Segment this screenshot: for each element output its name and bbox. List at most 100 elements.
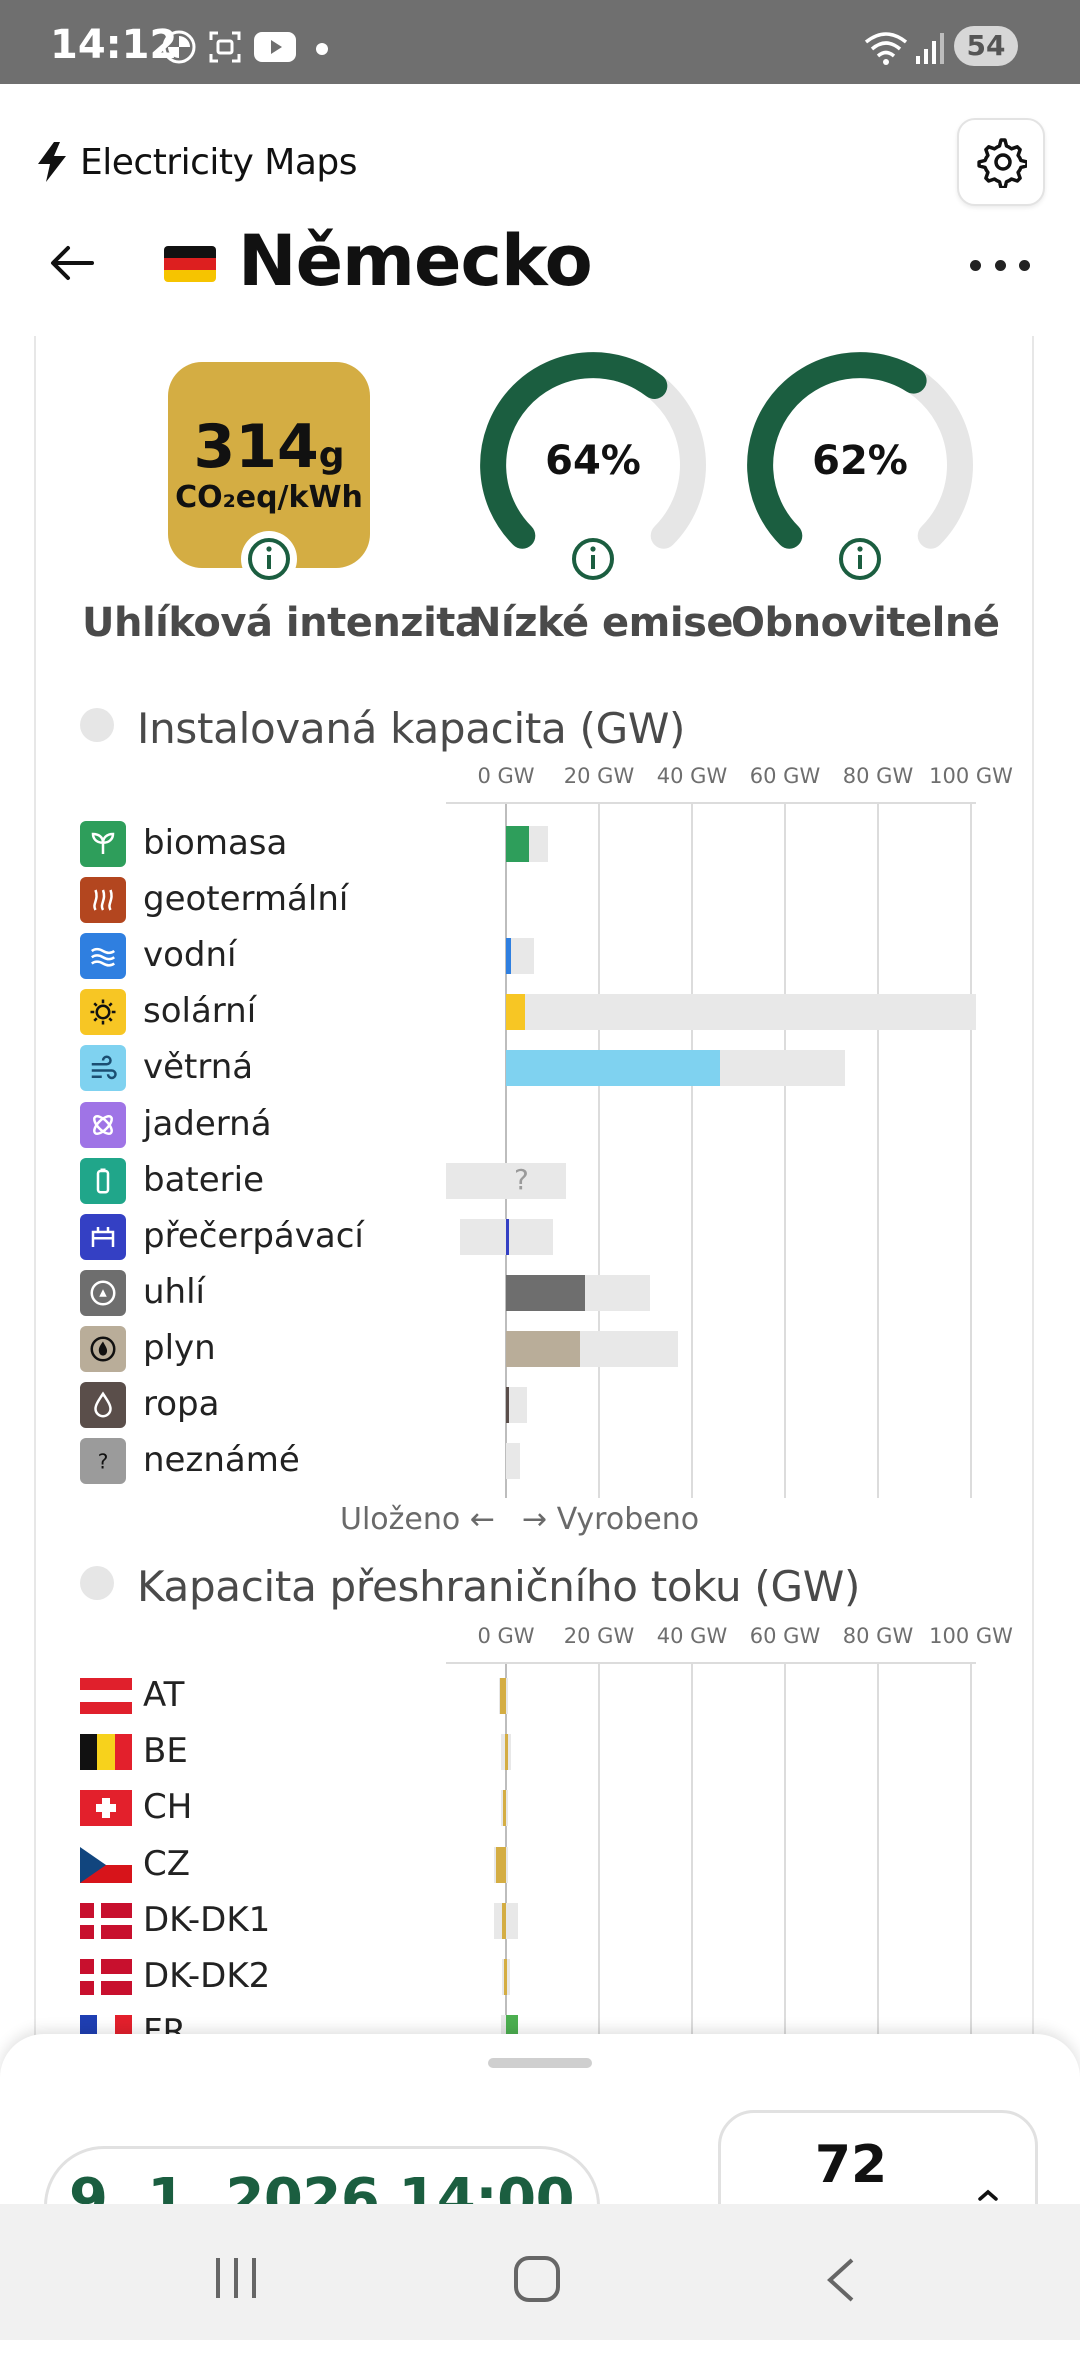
legend-stored: Uloženo ←	[340, 1502, 495, 1537]
gridline	[691, 1662, 693, 2034]
sheet-drag-handle[interactable]	[488, 2058, 592, 2068]
low-carbon-label: Nízké emise	[468, 600, 734, 646]
carbon-intensity-value: 314g	[193, 412, 345, 482]
legend-produced: → Vyrobeno	[522, 1502, 699, 1537]
source-label: plyn	[143, 1327, 216, 1368]
pump-icon	[80, 1213, 126, 1260]
settings-button[interactable]	[957, 118, 1045, 206]
production-bar[interactable]	[506, 826, 530, 862]
low-carbon-info-button[interactable]	[565, 531, 621, 587]
gridline	[784, 1662, 786, 2034]
exchange-flow-bar[interactable]	[502, 1902, 506, 1939]
carbon-info-button[interactable]	[241, 531, 297, 587]
gridline	[598, 802, 600, 1498]
axis-tick-label: 100 GW	[929, 1624, 1013, 1648]
source-label: vodní	[143, 935, 237, 976]
flag-dk-icon	[80, 1902, 132, 1939]
exchange-flow-bar[interactable]	[502, 1790, 506, 1827]
panel-border-right	[1032, 336, 1034, 2036]
notification-dot	[316, 43, 328, 55]
section-toggle-dot[interactable]	[80, 708, 114, 742]
exchange-zone-label: BE	[143, 1731, 188, 1772]
gridline	[598, 1662, 600, 2034]
source-label: ropa	[143, 1384, 220, 1424]
production-bar[interactable]	[506, 1050, 720, 1087]
renewable-gauge	[747, 352, 973, 549]
production-bar[interactable]	[506, 1218, 509, 1255]
axis-tick-label: 20 GW	[563, 1624, 635, 1648]
gridline	[691, 802, 693, 1498]
capacity-bar[interactable]	[506, 994, 976, 1031]
axis-line	[446, 1662, 976, 1664]
source-label: přečerpávací	[143, 1215, 364, 1256]
axis-line	[446, 802, 976, 804]
low-carbon-gauge	[480, 352, 706, 549]
source-label: baterie	[143, 1159, 265, 1200]
info-icon	[248, 538, 290, 580]
water-icon	[80, 933, 126, 980]
dot	[1019, 259, 1030, 271]
installed-capacity-title: Instalovaná kapacita (GW)	[137, 704, 686, 753]
axis-tick-label: 20 GW	[563, 764, 635, 788]
unknown-value-mark: ?	[514, 1162, 529, 1196]
gridline	[784, 802, 786, 1498]
exchange-capacity-bar[interactable]	[494, 1902, 518, 1939]
arrow-left-icon	[51, 246, 94, 280]
atom-icon	[80, 1101, 126, 1148]
production-bar[interactable]	[506, 1330, 581, 1367]
renewable-info-button[interactable]	[832, 531, 888, 587]
germany-flag-icon	[164, 246, 216, 282]
capacity-bar[interactable]	[445, 1162, 567, 1199]
capacity-bar[interactable]	[506, 938, 534, 975]
battery-icon	[80, 1157, 126, 1204]
zero-line	[505, 802, 507, 1498]
status-time: 14:12	[50, 22, 178, 68]
info-icon	[839, 538, 881, 580]
gridline	[877, 1662, 879, 2034]
gridline	[877, 802, 879, 1498]
axis-tick-label: 100 GW	[929, 764, 1013, 788]
brand-logo[interactable]: Electricity Maps	[34, 140, 358, 184]
exchange-flow-bar[interactable]	[506, 2015, 518, 2052]
flag-ch-icon	[80, 1790, 132, 1827]
gear-icon	[977, 138, 1027, 188]
production-bar[interactable]	[506, 1387, 509, 1423]
carbon-intensity-label: Uhlíková intenzita	[82, 600, 482, 646]
screenshot-icon	[209, 31, 241, 63]
back-nav-icon[interactable]	[822, 2256, 858, 2304]
source-label: jaderná	[143, 1103, 272, 1144]
section-toggle-dot[interactable]	[80, 1566, 114, 1600]
axis-tick-label: 40 GW	[656, 1624, 728, 1648]
svg-text:?: ?	[98, 1450, 109, 1474]
production-bar[interactable]	[506, 1274, 586, 1311]
capacity-bar[interactable]	[506, 1443, 520, 1480]
axis-tick-label: 40 GW	[656, 764, 728, 788]
recents-icon[interactable]	[212, 2256, 260, 2300]
production-bar[interactable]	[506, 994, 525, 1031]
exchange-flow-bar[interactable]	[504, 1959, 508, 1995]
home-icon[interactable]	[512, 2254, 562, 2304]
oil-icon	[80, 1382, 126, 1428]
exchange-zone-label: DK-DK2	[143, 1956, 271, 1996]
exchange-zone-label: DK-DK1	[143, 1899, 271, 1940]
carbon-intensity-card[interactable]: 314g CO₂eq/kWh	[168, 362, 370, 568]
wind-icon	[80, 1045, 126, 1092]
exchange-zone-label: CZ	[143, 1843, 191, 1884]
renewable-label: Obnovitelné	[731, 600, 1000, 646]
production-bar[interactable]	[506, 938, 511, 975]
leaf-icon	[80, 821, 126, 867]
back-button[interactable]	[44, 238, 100, 288]
flag-be-icon	[80, 1734, 132, 1771]
capacity-bar[interactable]	[506, 1387, 527, 1423]
exchange-flow-bar[interactable]	[496, 1846, 506, 1883]
youtube-icon	[254, 32, 296, 62]
sun-icon	[80, 989, 126, 1036]
exchange-flow-bar[interactable]	[499, 1678, 506, 1714]
android-nav-bar	[0, 2204, 1080, 2340]
legend-produced-text: Vyrobeno	[556, 1502, 700, 1537]
source-label: větrná	[143, 1047, 254, 1088]
gridline	[970, 1662, 972, 2034]
exchange-flow-bar[interactable]	[504, 1734, 508, 1771]
wifi-icon	[864, 32, 908, 65]
more-options-button[interactable]	[970, 250, 1030, 280]
